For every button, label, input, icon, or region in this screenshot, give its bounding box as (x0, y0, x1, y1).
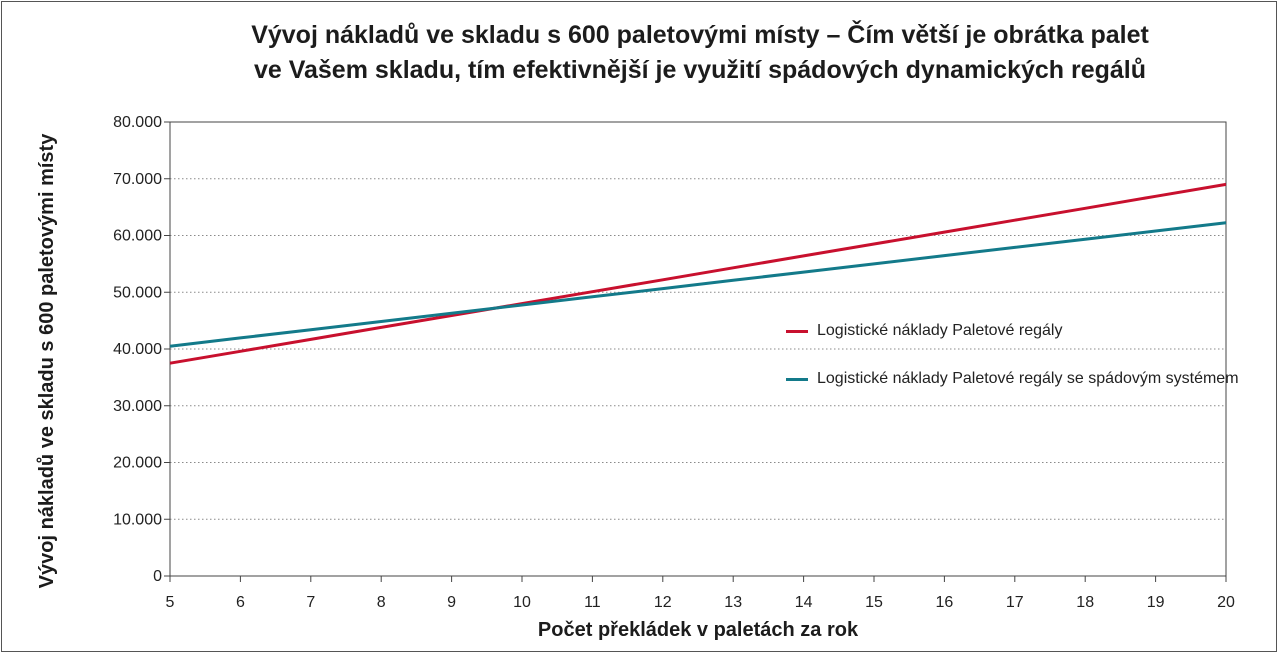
chart-title-line-2: ve Vašem skladu, tím efektivnější je vyu… (253, 56, 1147, 84)
y-tick-label: 10.000 (113, 511, 162, 528)
y-tick-label: 60.000 (113, 228, 162, 245)
legend-swatch-red (786, 330, 808, 333)
legend-label: Logistické náklady Paletové regály (817, 322, 1063, 339)
legend-label: Logistické náklady Paletové regály se sp… (817, 370, 1239, 387)
series-line-2 (169, 221, 1227, 348)
x-axis-label: Počet překládek v paletách za rok (537, 619, 859, 641)
x-tick-label: 10 (513, 594, 531, 611)
y-tick-label: 20.000 (113, 455, 162, 472)
y-tick-label: 40.000 (113, 341, 162, 358)
x-tick-label: 11 (584, 594, 601, 611)
x-tick-label: 18 (1076, 594, 1094, 611)
x-tick-label: 9 (447, 594, 456, 611)
x-tick-label: 20 (1217, 594, 1235, 611)
y-tick-label: 30.000 (113, 398, 162, 415)
legend: Logistické náklady Paletové regály Logis… (786, 318, 1239, 414)
legend-item-palletove-regaly: Logistické náklady Paletové regály (786, 318, 1226, 346)
x-tick-label: 8 (377, 594, 386, 611)
x-tick-label: 14 (795, 594, 813, 611)
x-tick-label: 16 (936, 594, 954, 611)
legend-item-spadovy-system: Logistické náklady Paletové regály se sp… (786, 366, 1239, 394)
chart-title-line-1: Vývoj nákladů ve skladu s 600 paletovými… (251, 21, 1149, 49)
series-line-1 (169, 182, 1227, 365)
chart-title: Vývoj nákladů ve skladu s 600 paletovými… (140, 18, 1260, 88)
x-tick-label: 7 (306, 594, 315, 611)
y-tick-label: 70.000 (113, 171, 162, 188)
x-tick-label: 5 (166, 594, 175, 611)
x-tick-label: 6 (236, 594, 245, 611)
x-tick-label: 19 (1147, 594, 1165, 611)
x-tick-label: 15 (865, 594, 883, 611)
y-tick-label: 0 (153, 568, 162, 585)
y-tick-label: 50.000 (113, 284, 162, 301)
y-tick-label: 80.000 (113, 114, 162, 131)
x-tick-label: 12 (654, 594, 672, 611)
legend-swatch-teal (786, 378, 808, 381)
x-tick-label: 17 (1006, 594, 1024, 611)
x-tick-label: 13 (724, 594, 742, 611)
